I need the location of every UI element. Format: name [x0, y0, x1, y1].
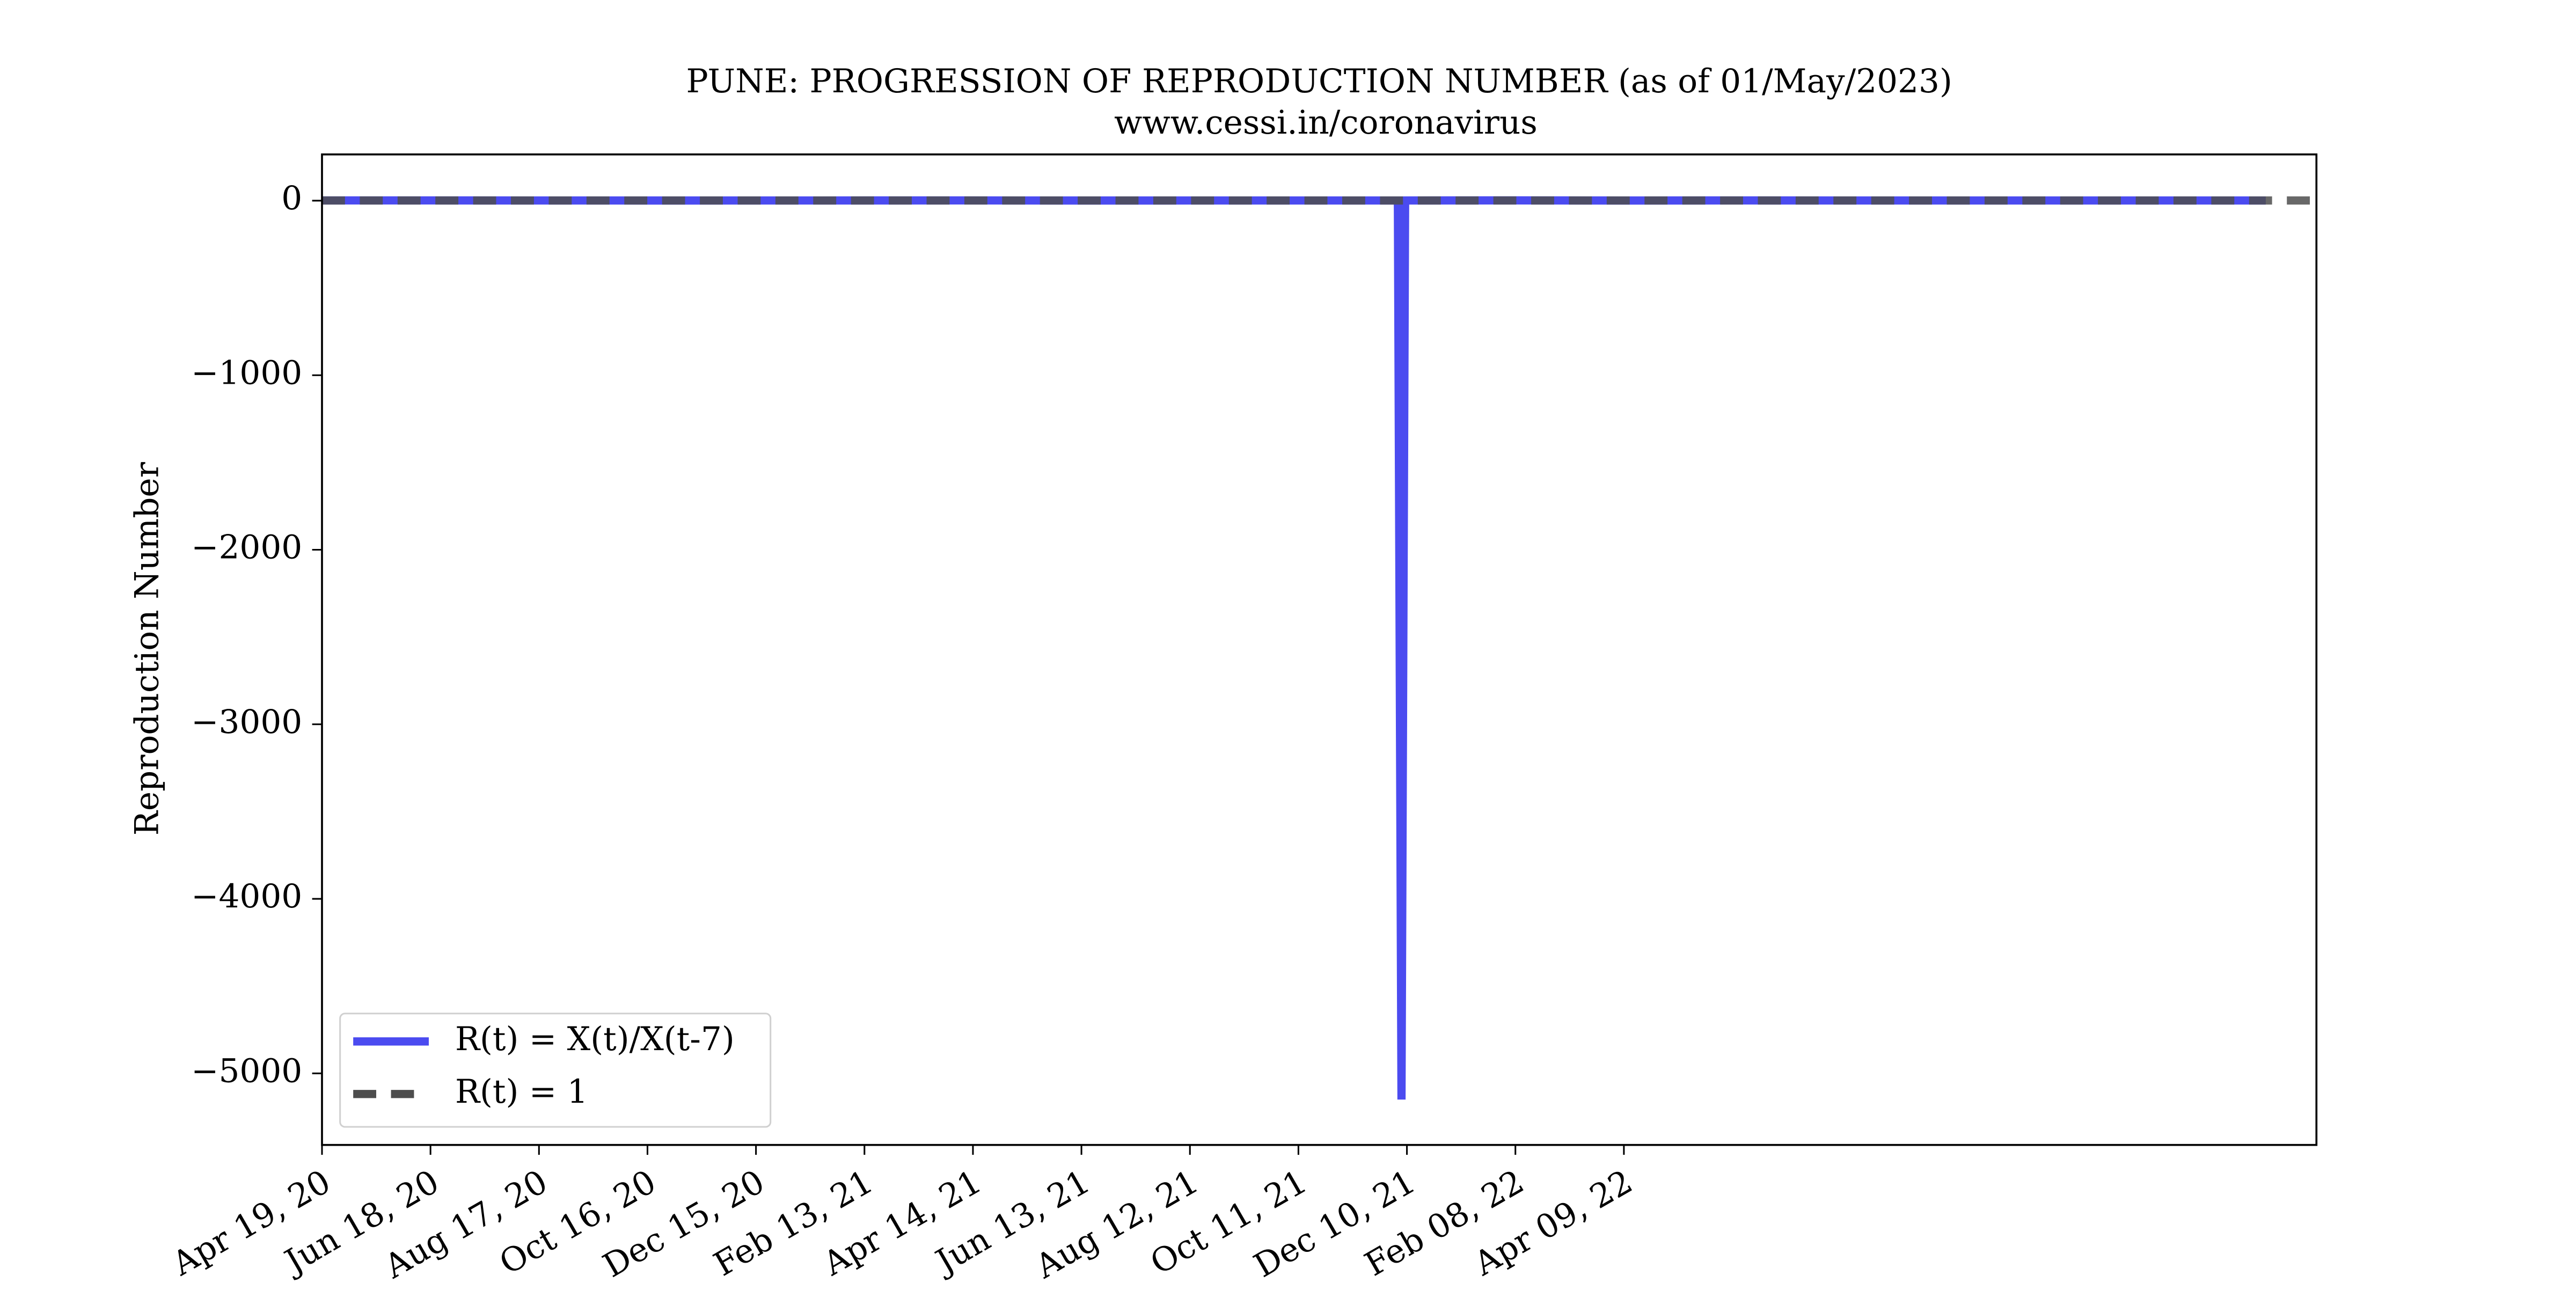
chart-title: PUNE: PROGRESSION OF REPRODUCTION NUMBER…	[686, 62, 1952, 100]
y-tick-label: −4000	[191, 877, 302, 915]
y-tick-label: 0	[281, 179, 302, 217]
y-tick-label: −5000	[191, 1052, 302, 1090]
y-axis-label: Reproduction Number	[128, 461, 166, 835]
y-tick-label: −2000	[191, 529, 302, 567]
plot-frame	[321, 153, 2318, 1146]
chart-subtitle: www.cessi.in/coronavirus	[1114, 104, 1538, 142]
y-tick-label: −3000	[191, 703, 302, 741]
series-line	[322, 196, 2266, 1100]
y-tick-label: −1000	[191, 354, 302, 392]
legend-label: R(t) = 1	[455, 1073, 588, 1111]
legend-label: R(t) = X(t)/X(t-7)	[455, 1020, 735, 1058]
legend-box	[339, 1013, 772, 1128]
